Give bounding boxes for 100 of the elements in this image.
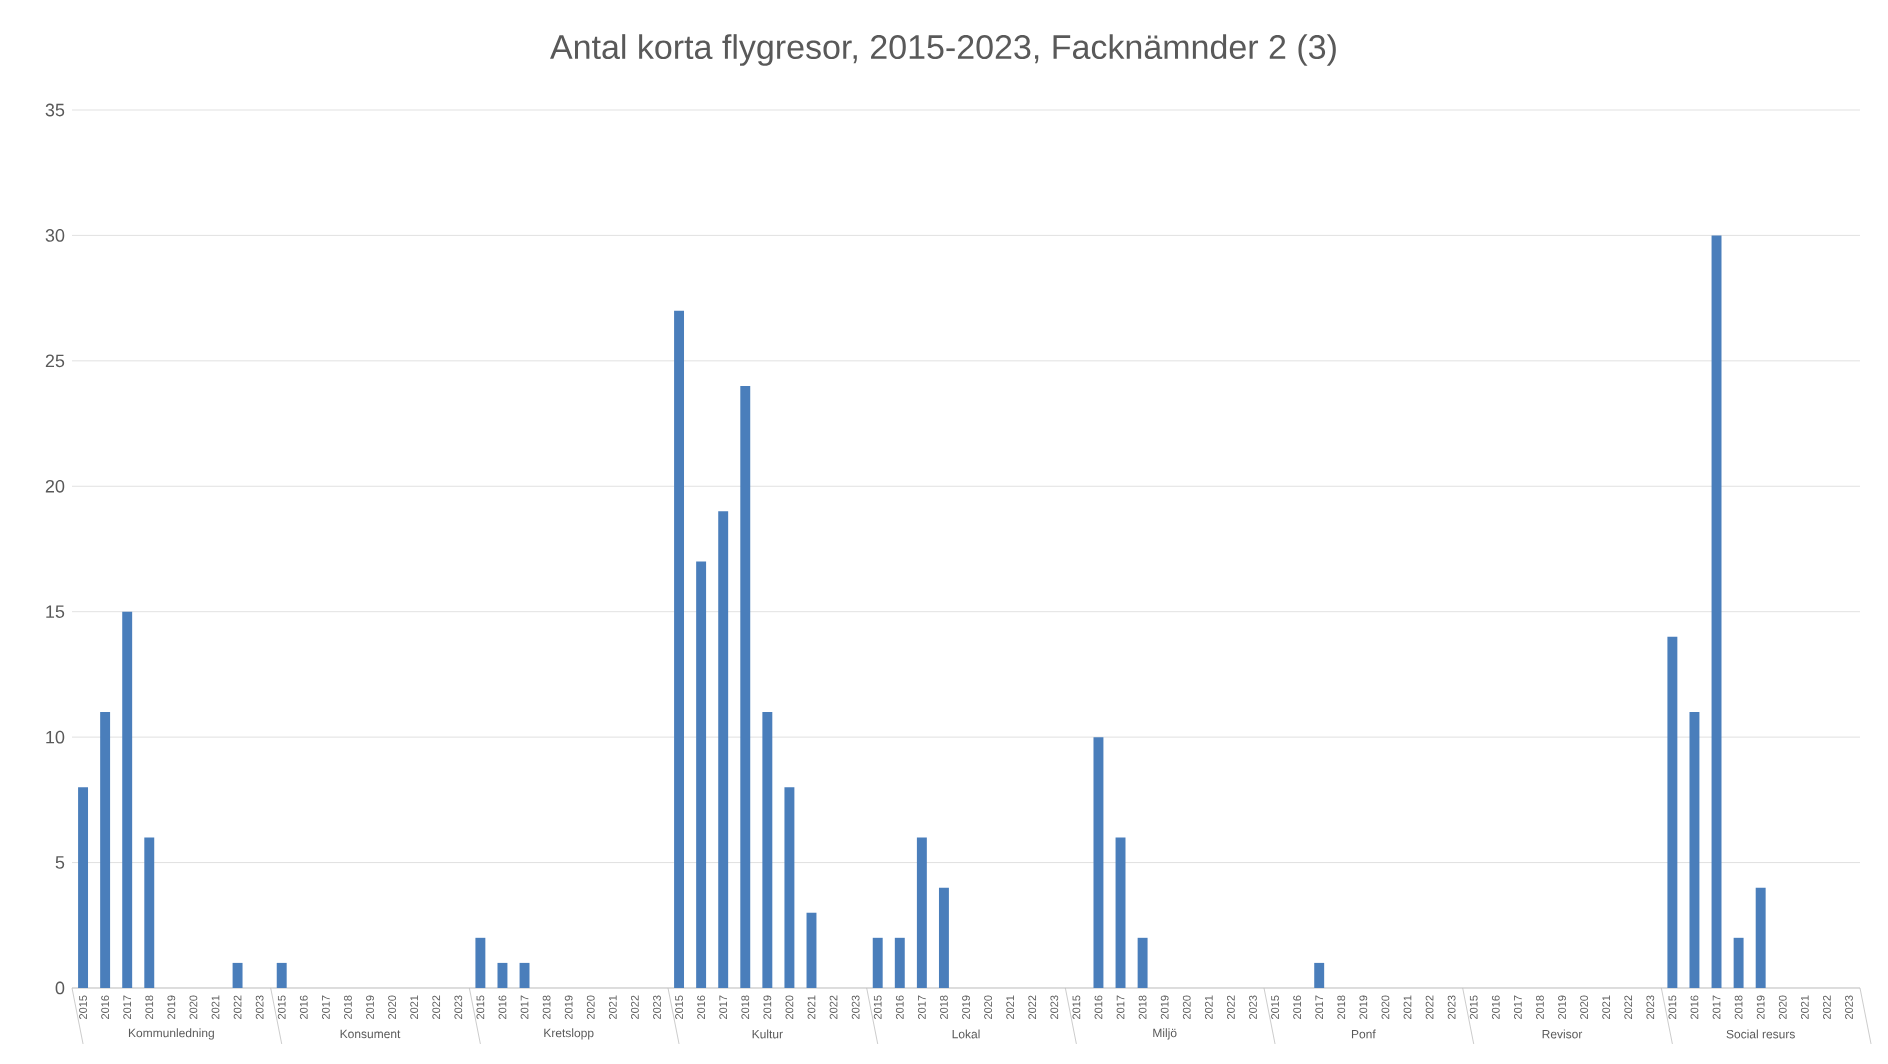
bar [497,962,508,988]
x-tick-label: 2021 [1602,995,1611,1019]
x-tick-label: 2021 [1006,995,1015,1019]
bar [718,511,729,988]
x-tick-label: 2015 [1072,995,1081,1019]
x-tick-label: 2015 [675,995,683,1019]
x-tick-label: 2016 [1690,995,1699,1019]
bar [122,611,133,988]
text: Konsument [340,1029,401,1039]
x-tick-label: 2022 [631,995,639,1019]
x-tick-label: 2017 [719,995,728,1019]
text: Kommunledning [128,1028,214,1040]
x-tick-label: 2023 [1447,995,1456,1019]
x-tick-label: 2023 [653,995,661,1019]
text: Kultur [752,1029,783,1039]
x-tick-label: 2017 [123,995,132,1019]
x-tick-label: 2022 [1425,995,1434,1019]
x-tick-label: 2017 [1513,995,1522,1019]
text: Lokal [952,1029,980,1039]
bar [1314,962,1325,988]
x-tick-label: 2015 [79,995,87,1019]
bar [872,937,883,988]
x-tick-label: 2018 [1734,995,1743,1019]
x-tick-label: 2023 [851,995,860,1019]
x-tick-label: 2022 [1227,995,1235,1019]
x-tick-label: 2020 [1580,995,1588,1019]
x-tick-label: 2020 [984,995,992,1019]
bar [1733,937,1744,988]
bar [938,887,949,988]
x-tick-label: 2017 [520,995,529,1019]
x-tick-label: 2018 [1337,995,1346,1019]
x-tick-label: 2017 [917,995,926,1019]
x-tick-label: 2020 [785,995,794,1019]
x-tick-label: 2018 [741,995,750,1019]
x-tick-label: 2020 [1182,995,1191,1019]
x-tick-label: 2016 [1094,995,1103,1019]
x-tick-label: 2019 [564,995,573,1019]
bar [276,962,287,988]
x-tick-label: 2016 [498,995,507,1019]
x-tick-label: 2016 [697,995,705,1019]
x-tick-label: 2016 [101,995,109,1019]
bar [232,962,243,988]
x-tick-label: 2022 [829,995,838,1019]
x-tick-label: 2020 [1778,995,1787,1019]
bar [78,787,89,988]
x-tick-label: 2022 [1823,995,1831,1019]
x-tick-label: 2015 [1469,995,1478,1019]
text: Kretslopp [544,1028,594,1040]
bar [916,837,927,988]
bar [1755,887,1766,988]
x-tick-label: 2015 [1271,995,1279,1019]
bar [1667,636,1678,988]
bar [740,385,751,988]
bar [1093,737,1104,988]
x-tick-label: 2023 [255,995,264,1019]
y-tick-label: 20 [45,479,65,493]
x-tick-label: 2017 [1712,995,1721,1019]
y-tick-label: 30 [45,229,65,242]
x-tick-label: 2021 [1800,995,1809,1019]
bar [1689,712,1700,988]
bar [100,712,111,988]
x-tick-label: 2019 [1756,995,1765,1019]
x-tick-label: 2023 [1646,995,1655,1019]
chart-title: Antal korta flygresor, 2015-2023, Facknämnder 2 (3) [550,34,1336,66]
x-tick-label: 2022 [1624,995,1633,1019]
x-tick-label: 2019 [1160,995,1169,1019]
x-tick-label: 2023 [1249,995,1257,1019]
bar [1711,235,1722,988]
y-tick-label: 35 [45,103,65,117]
bar [144,837,155,988]
text: Social resurs [1726,1029,1795,1039]
x-tick-label: 2019 [167,995,176,1019]
x-tick-label: 2018 [542,995,551,1019]
x-tick-label: 2018 [145,995,154,1019]
y-tick-label: 15 [46,605,65,618]
x-tick-label: 2015 [476,995,485,1019]
bar [806,912,817,988]
x-tick-label: 2019 [1359,995,1368,1019]
x-tick-label: 2021 [211,995,220,1019]
x-tick-label: 2023 [1050,995,1059,1019]
bar [696,561,707,988]
x-tick-label: 2016 [1491,995,1500,1019]
x-tick-label: 2021 [608,995,617,1019]
x-tick-label: 2022 [432,995,441,1019]
bar [1115,837,1126,988]
bar [784,787,795,988]
x-tick-label: 2018 [940,995,948,1019]
text: Miljö [1153,1028,1177,1040]
x-tick-label: 2015 [1668,995,1677,1019]
y-tick-label: 5 [55,856,65,869]
x-tick-label: 2019 [366,995,374,1019]
x-tick-label: 2020 [388,995,396,1019]
x-tick-label: 2019 [763,995,772,1019]
x-tick-label: 2020 [1381,995,1390,1019]
y-tick-label: 10 [46,730,65,744]
x-tick-label: 2021 [410,995,419,1019]
y-tick-label: 0 [55,981,65,995]
x-tick-label: 2019 [1558,995,1566,1019]
x-tick-label: 2021 [807,995,816,1019]
x-tick-label: 2021 [1403,995,1412,1019]
